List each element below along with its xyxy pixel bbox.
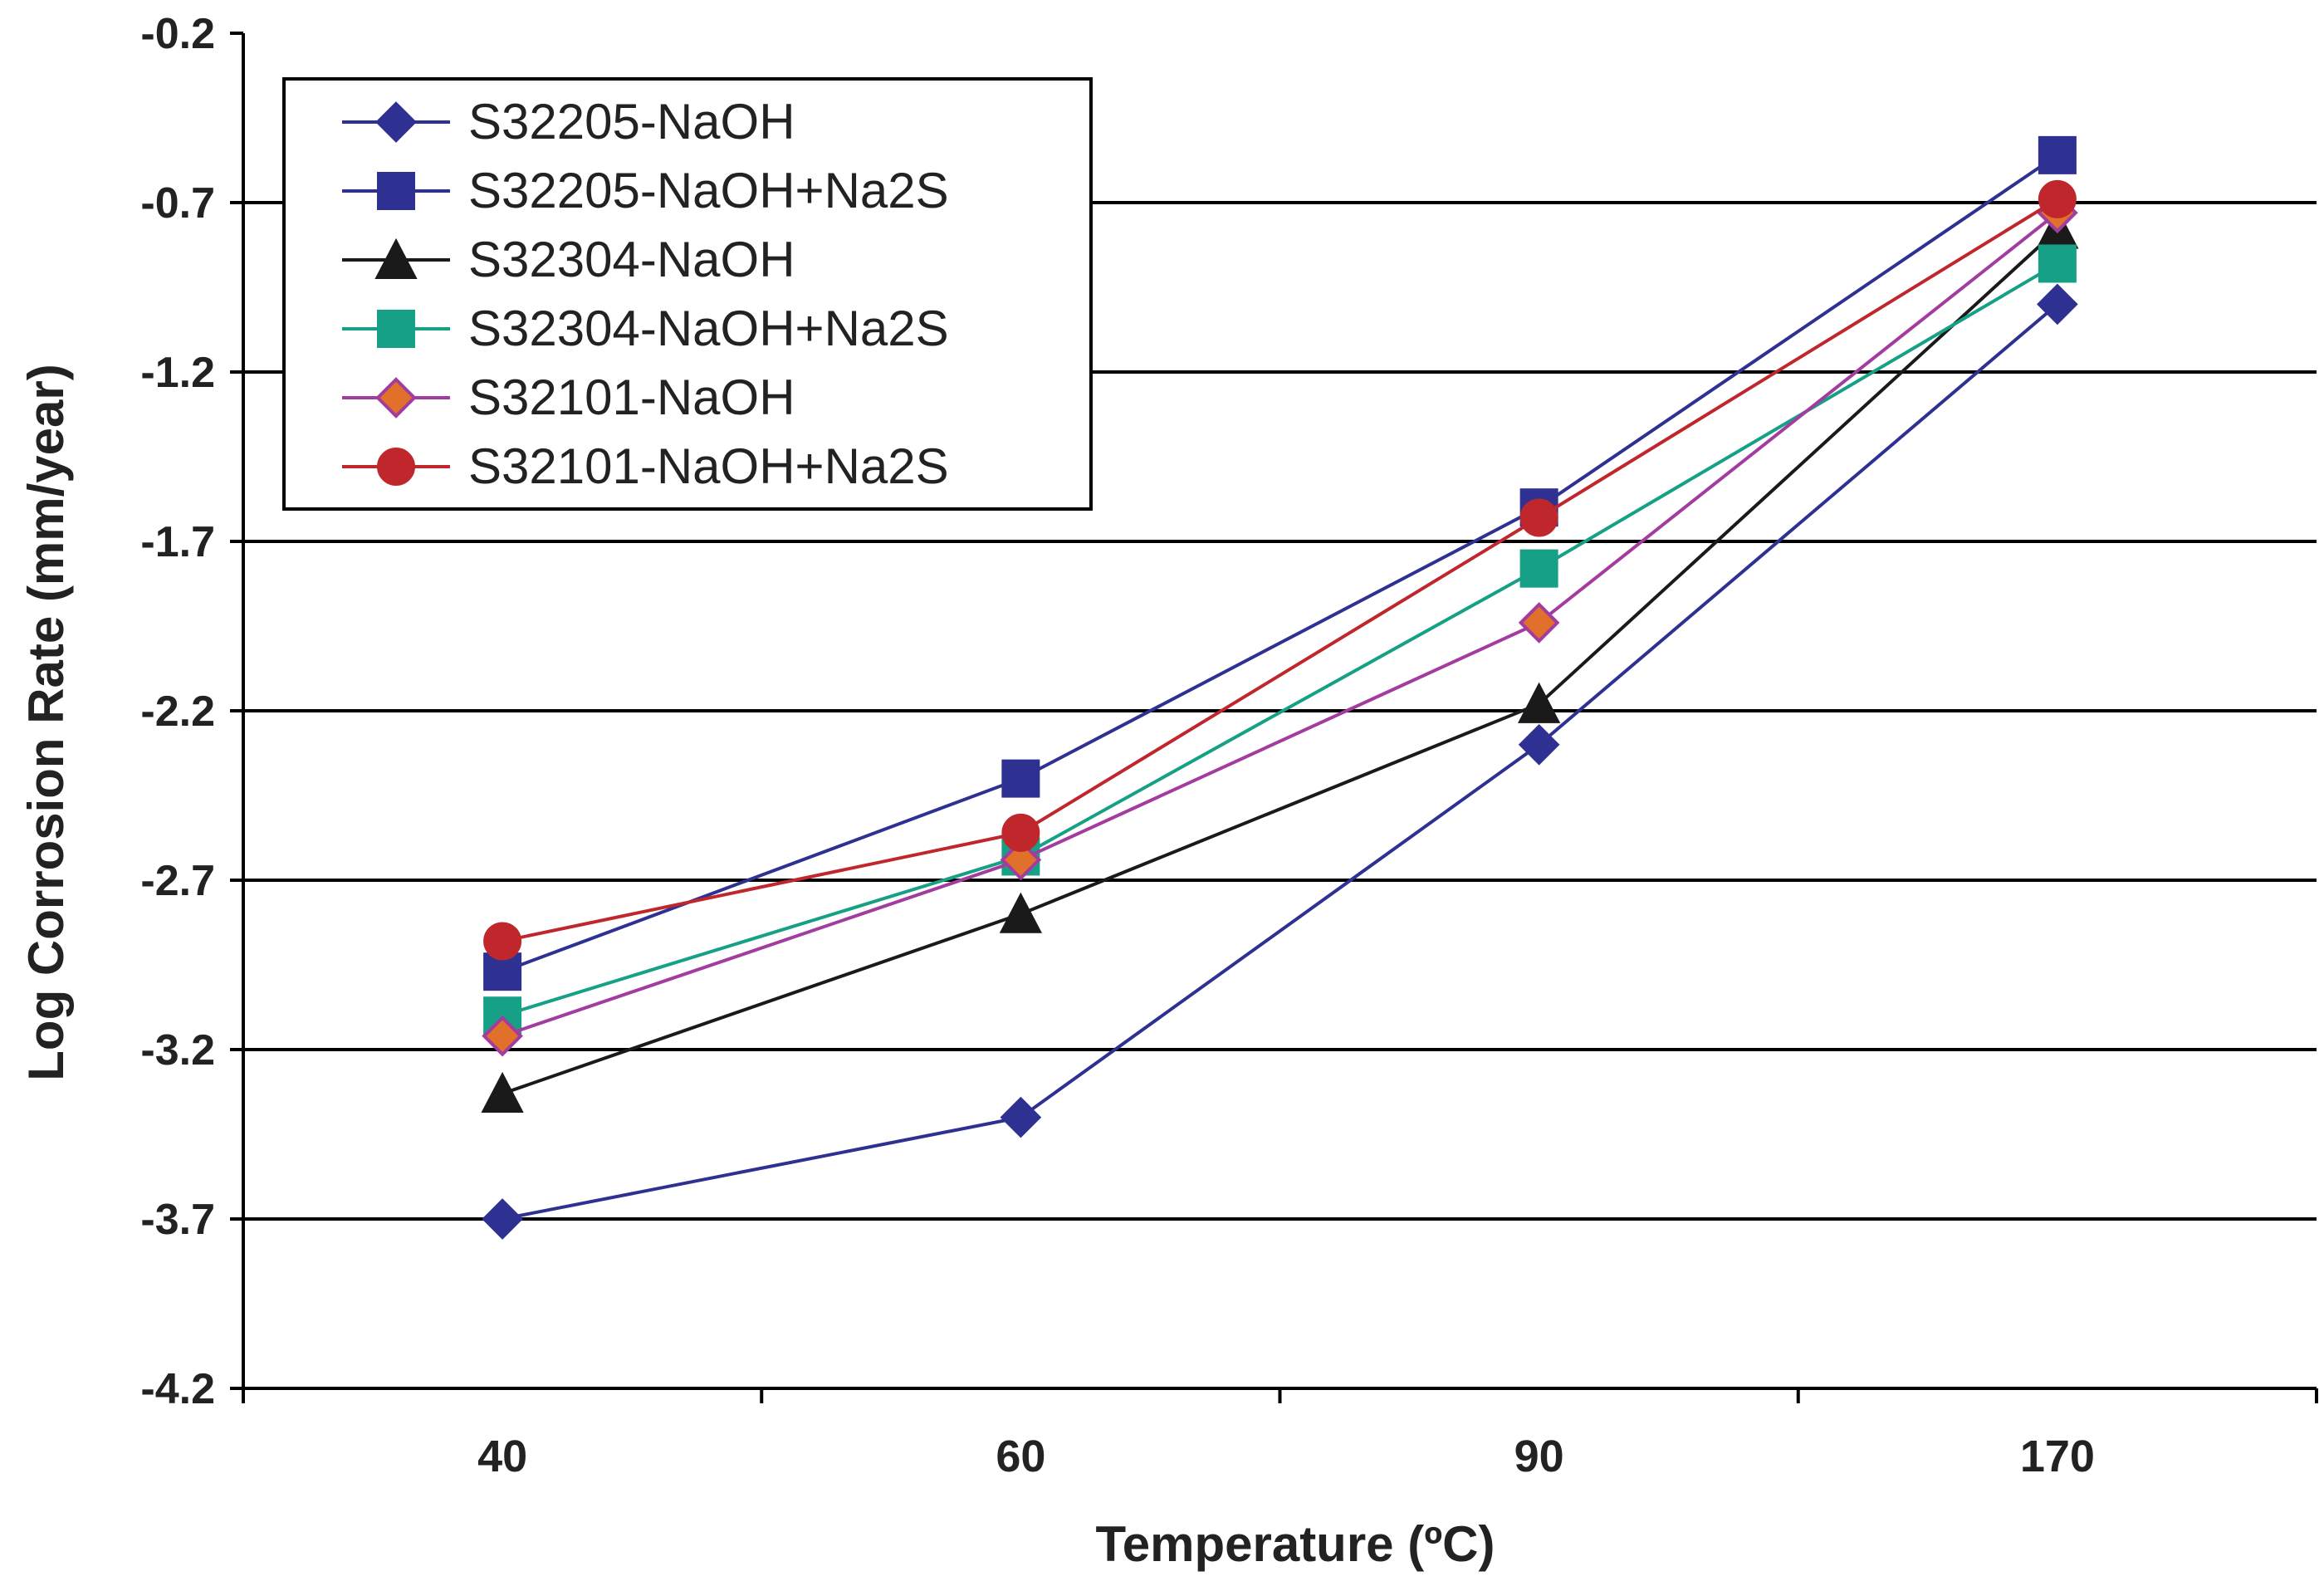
legend-label: S32304-NaOH xyxy=(468,232,795,287)
y-tick-label: -0.7 xyxy=(140,179,215,228)
data-point xyxy=(1001,759,1040,798)
legend-label: S32101-NaOH xyxy=(468,370,795,425)
legend-label: S32205-NaOH+Na2S xyxy=(468,163,949,218)
legend-marker xyxy=(377,310,415,348)
legend-item: S32205-NaOH+Na2S xyxy=(342,163,949,218)
x-tick-label: 90 xyxy=(1514,1432,1564,1481)
x-axis-title: Temperature (ºC) xyxy=(1096,1516,1495,1572)
legend-label: S32304-NaOH+Na2S xyxy=(468,301,949,356)
series-s32101-naoh-na2s xyxy=(483,179,2077,961)
series-line xyxy=(501,198,2058,943)
legend-box xyxy=(282,77,1093,511)
data-point xyxy=(999,892,1043,933)
data-point xyxy=(2037,283,2078,326)
series-line xyxy=(501,302,2059,1221)
series-layer xyxy=(481,135,2079,1240)
series-line xyxy=(501,211,2059,1038)
legend-item: S32304-NaOH+Na2S xyxy=(342,301,949,356)
y-tick-label: -1.2 xyxy=(140,349,215,397)
data-point xyxy=(481,1071,524,1114)
series-s32205-naoh xyxy=(482,283,2078,1240)
legend-marker xyxy=(377,448,415,486)
data-point xyxy=(2038,244,2077,283)
legend-label: S32205-NaOH xyxy=(468,94,795,149)
y-tick-label: -3.7 xyxy=(140,1196,215,1244)
data-point xyxy=(482,1015,523,1057)
axis-layer: -0.2 -0.7 -1.2 -1.7 -2.2 -2.7 -3.2 -3.7 -4.2 40 60… xyxy=(140,10,2318,1481)
data-point xyxy=(2038,179,2077,218)
x-tick-label: 170 xyxy=(2020,1432,2095,1481)
legend-marker xyxy=(375,101,417,143)
y-tick-label: -2.2 xyxy=(140,688,215,736)
legend-item: S32101-NaOH+Na2S xyxy=(342,438,949,494)
legend: S32205-NaOH S32205-NaOH+Na2S S32304-NaOH S3… xyxy=(282,77,1093,511)
legend-label: S32101-NaOH+Na2S xyxy=(468,438,949,494)
y-axis-title: Log Corrosion Rate (mm/year) xyxy=(18,364,74,1080)
y-tick-label: -0.2 xyxy=(140,10,215,58)
data-point xyxy=(1519,549,1558,588)
data-point xyxy=(1518,602,1560,644)
y-tick-label: -4.2 xyxy=(140,1365,215,1413)
legend-marker xyxy=(377,172,415,210)
legend-marker xyxy=(374,237,418,279)
data-point xyxy=(1000,1096,1042,1138)
data-point xyxy=(1517,682,1561,723)
data-point xyxy=(1519,498,1558,537)
y-tick-label: -3.2 xyxy=(140,1026,215,1074)
y-tick-label: -1.7 xyxy=(140,518,215,566)
data-point xyxy=(482,1198,523,1240)
series-line xyxy=(501,228,2059,1095)
legend-item: S32304-NaOH xyxy=(342,232,795,287)
data-point xyxy=(1000,839,1042,881)
data-point xyxy=(483,952,522,991)
legend-marker xyxy=(375,377,417,419)
data-point xyxy=(1518,723,1560,766)
series-line xyxy=(501,154,2058,974)
legend-item: S32205-NaOH xyxy=(342,94,795,149)
data-point xyxy=(2038,135,2077,174)
legend-item: S32101-NaOH xyxy=(342,370,795,425)
x-tick-label: 60 xyxy=(996,1432,1045,1481)
x-tick-label: 40 xyxy=(477,1432,527,1481)
data-point xyxy=(483,922,522,961)
data-point xyxy=(1001,813,1040,852)
y-tick-label: -2.7 xyxy=(140,857,215,905)
